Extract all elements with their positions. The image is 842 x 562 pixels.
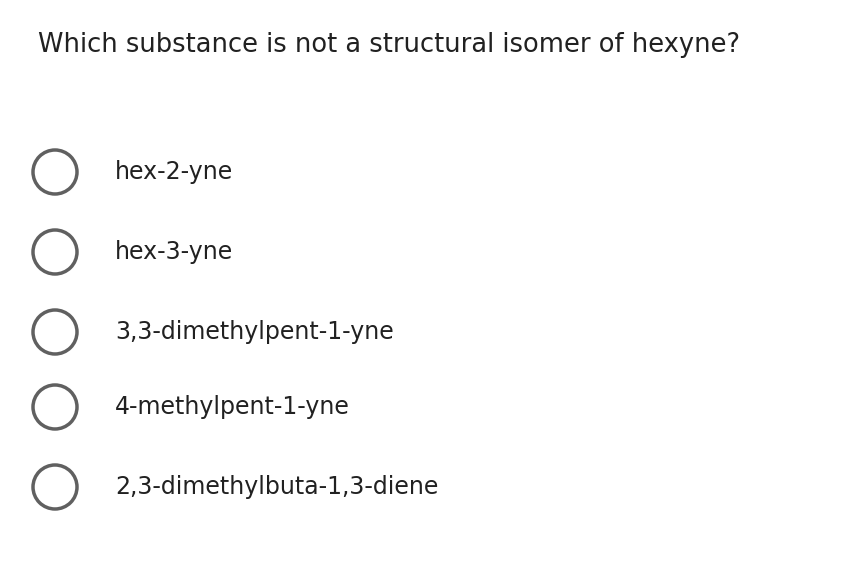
- Text: Which substance is not a structural isomer of hexyne?: Which substance is not a structural isom…: [38, 32, 740, 58]
- Text: hex-2-yne: hex-2-yne: [115, 160, 233, 184]
- Text: 3,3-dimethylpent-1-yne: 3,3-dimethylpent-1-yne: [115, 320, 394, 344]
- Text: hex-3-yne: hex-3-yne: [115, 240, 233, 264]
- Text: 4-methylpent-1-yne: 4-methylpent-1-yne: [115, 395, 350, 419]
- Text: 2,3-dimethylbuta-1,3-diene: 2,3-dimethylbuta-1,3-diene: [115, 475, 439, 499]
